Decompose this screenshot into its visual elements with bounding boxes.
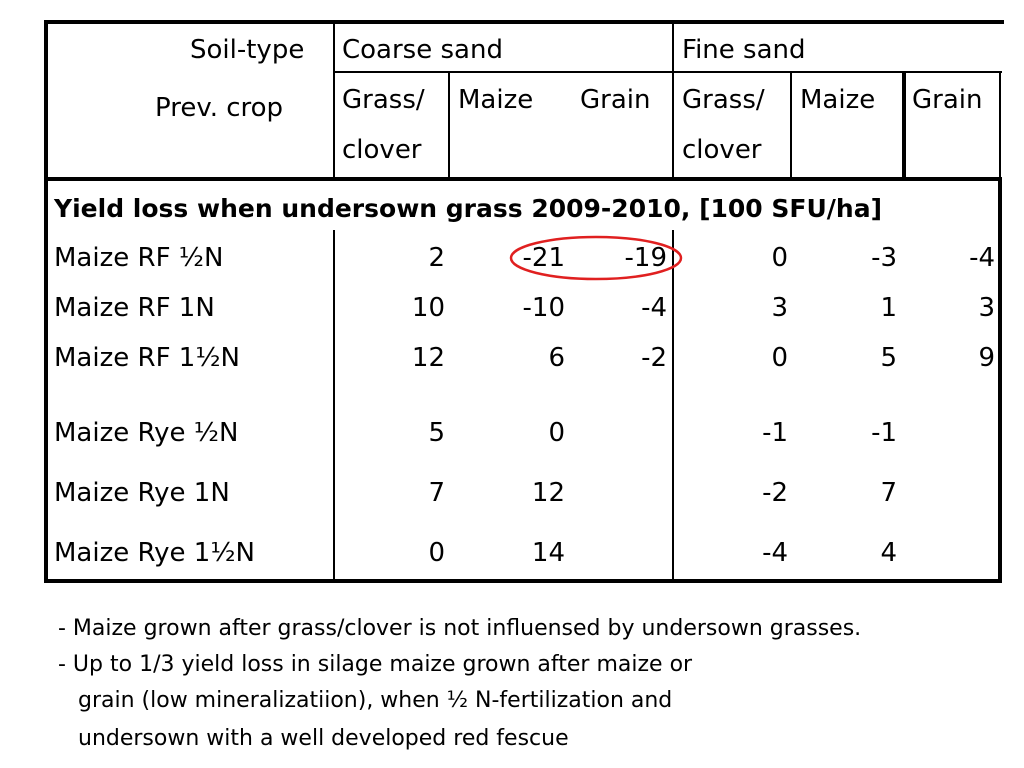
cell-coarse-grain: -2 — [641, 343, 667, 373]
fine-grass-header-l1: Grass/ — [682, 85, 765, 115]
cell-coarse-grain: -19 — [624, 243, 667, 273]
cell-coarse-maize: -10 — [522, 293, 565, 323]
note-2-line-1: - Up to 1/3 yield loss in silage maize g… — [58, 652, 693, 677]
fine-maize-header: Maize — [800, 85, 876, 115]
cell-coarse-grass: 0 — [428, 538, 445, 568]
table-left-border — [44, 20, 48, 583]
table-bottom-border — [44, 579, 1002, 583]
soil-type-label: Soil-type — [190, 35, 305, 65]
cell-fine-grass: -2 — [762, 478, 788, 508]
coarse-maize-header: Maize — [458, 85, 534, 115]
cell-fine-maize: 4 — [880, 538, 897, 568]
col-divider-fine-grass — [790, 72, 792, 178]
note-1: - Maize grown after grass/clover is not … — [58, 616, 862, 641]
table-right-border — [998, 180, 1002, 583]
cell-coarse-grass: 12 — [411, 343, 445, 373]
cell-fine-grain: -4 — [969, 243, 995, 273]
row-label: Maize Rye 1N — [54, 478, 230, 508]
cell-fine-grass: -1 — [762, 418, 788, 448]
cell-coarse-maize: 6 — [548, 343, 565, 373]
cell-fine-maize: -3 — [871, 243, 897, 273]
cell-fine-grass: 0 — [771, 343, 788, 373]
coarse-grass-header-l2: clover — [342, 135, 422, 165]
note-2-line-3: undersown with a well developed red fesc… — [78, 726, 569, 751]
subheader-line — [334, 71, 1002, 73]
prev-crop-label: Prev. crop — [155, 93, 284, 123]
cell-fine-maize: -1 — [871, 418, 897, 448]
cell-coarse-maize: -21 — [522, 243, 565, 273]
cell-coarse-grass: 10 — [411, 293, 445, 323]
cell-coarse-grain: -4 — [641, 293, 667, 323]
cell-fine-grass: 0 — [771, 243, 788, 273]
cell-fine-maize: 1 — [880, 293, 897, 323]
table-top-border — [44, 20, 1004, 24]
coarse-sand-header: Coarse sand — [342, 35, 503, 65]
cell-fine-grain: 9 — [978, 343, 995, 373]
col-divider-label-body — [333, 230, 335, 580]
note-2-line-2: grain (low mineralizatiion), when ½ N-fe… — [78, 688, 673, 713]
col-divider-soil-body — [672, 230, 674, 580]
cell-fine-maize: 7 — [880, 478, 897, 508]
cell-coarse-maize: 14 — [531, 538, 565, 568]
col-divider-coarse-grass — [448, 72, 450, 178]
cell-fine-grass: -4 — [762, 538, 788, 568]
cell-coarse-grass: 5 — [428, 418, 445, 448]
coarse-grass-header-l1: Grass/ — [342, 85, 425, 115]
cell-coarse-grass: 2 — [428, 243, 445, 273]
cell-coarse-maize: 0 — [548, 418, 565, 448]
section-title: Yield loss when undersown grass 2009-201… — [54, 194, 883, 223]
row-label: Maize Rye 1½N — [54, 538, 255, 568]
col-divider-label — [333, 22, 335, 178]
col-divider-fine-maize — [902, 72, 906, 178]
header-bottom-border — [44, 177, 1002, 181]
row-label: Maize Rye ½N — [54, 418, 239, 448]
fine-grain-header: Grain — [912, 85, 983, 115]
row-label: Maize RF ½N — [54, 243, 224, 273]
cell-fine-grain: 3 — [978, 293, 995, 323]
col-divider-fine-grain — [999, 72, 1001, 178]
row-label: Maize RF 1½N — [54, 343, 240, 373]
highlight-ellipse-shape — [509, 235, 683, 281]
fine-sand-header: Fine sand — [682, 35, 806, 65]
col-divider-soil — [672, 22, 674, 178]
cell-coarse-maize: 12 — [531, 478, 565, 508]
coarse-grain-header: Grain — [580, 85, 651, 115]
cell-coarse-grass: 7 — [428, 478, 445, 508]
cell-fine-maize: 5 — [880, 343, 897, 373]
cell-fine-grass: 3 — [771, 293, 788, 323]
row-label: Maize RF 1N — [54, 293, 215, 323]
fine-grass-header-l2: clover — [682, 135, 762, 165]
